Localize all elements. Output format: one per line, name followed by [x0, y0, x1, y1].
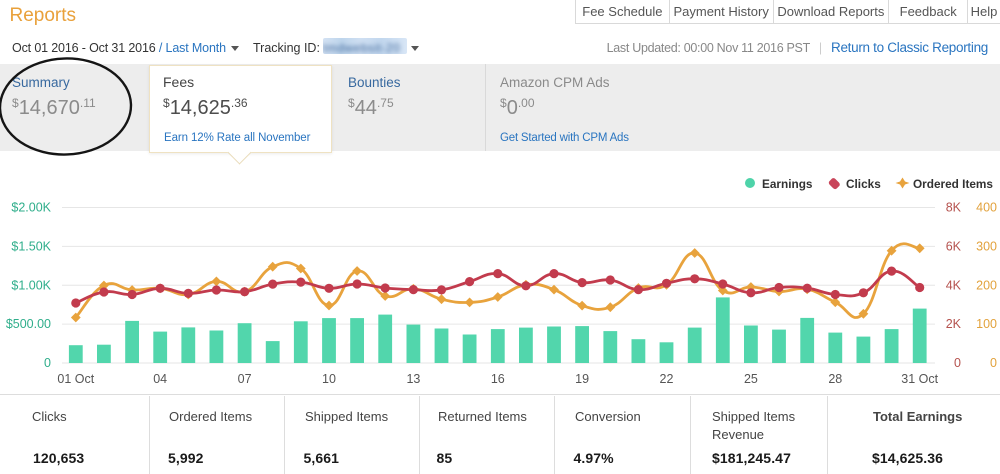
svg-text:07: 07	[238, 372, 252, 386]
svg-text:16: 16	[491, 372, 505, 386]
svg-text:$1.00K: $1.00K	[11, 278, 51, 292]
svg-text:25: 25	[744, 372, 758, 386]
svg-text:04: 04	[153, 372, 167, 386]
svg-text:01 Oct: 01 Oct	[57, 372, 94, 386]
svg-text:13: 13	[406, 372, 420, 386]
svg-text:$1.50K: $1.50K	[11, 239, 51, 253]
svg-text:$2.00K: $2.00K	[11, 201, 51, 215]
svg-text:4K: 4K	[946, 278, 962, 292]
svg-text:0: 0	[990, 356, 997, 370]
svg-text:10: 10	[322, 372, 336, 386]
svg-text:31 Oct: 31 Oct	[901, 372, 938, 386]
svg-text:200: 200	[976, 278, 997, 292]
svg-text:0: 0	[44, 356, 51, 370]
svg-text:6K: 6K	[946, 239, 962, 253]
svg-text:28: 28	[828, 372, 842, 386]
svg-text:8K: 8K	[946, 201, 962, 215]
svg-text:2K: 2K	[946, 317, 962, 331]
svg-text:22: 22	[660, 372, 674, 386]
svg-text:300: 300	[976, 239, 997, 253]
svg-text:400: 400	[976, 201, 997, 215]
svg-text:0: 0	[954, 356, 961, 370]
svg-text:19: 19	[575, 372, 589, 386]
svg-text:100: 100	[976, 317, 997, 331]
svg-text:$500.00: $500.00	[6, 317, 51, 331]
